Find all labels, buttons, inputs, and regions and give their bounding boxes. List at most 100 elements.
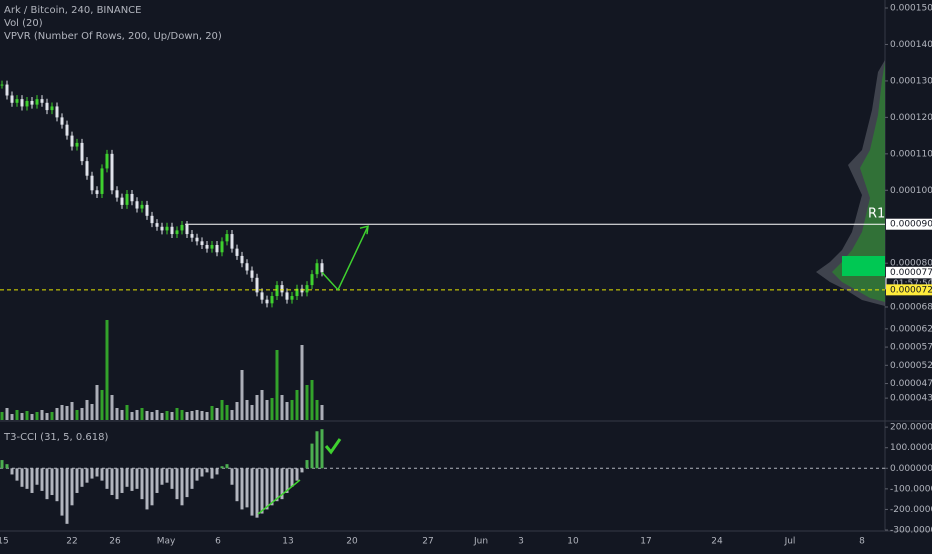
candle-body (275, 285, 279, 297)
y-tick-label: -200.0000000 (890, 505, 932, 515)
cci-bar (140, 468, 144, 500)
volume-bar (235, 402, 239, 420)
volume-bar (105, 320, 109, 420)
volume-bar (30, 414, 34, 420)
cci-bar (5, 464, 9, 469)
cci-bar (220, 466, 224, 469)
cci-bar (75, 468, 79, 493)
volume-bar (20, 413, 24, 420)
candle-body (45, 102, 49, 111)
candle-body (220, 241, 224, 253)
candle-body (155, 223, 159, 227)
candle-body (120, 197, 124, 205)
cci-bar (300, 468, 304, 473)
candle-body (30, 100, 34, 105)
volume-bar (315, 400, 319, 420)
candle-body (55, 106, 59, 118)
cci-bar (70, 468, 74, 506)
volume-bar (15, 410, 19, 420)
volume-bar (50, 412, 54, 420)
x-tick-label: 10 (567, 537, 579, 547)
candle-body (320, 263, 324, 273)
cci-bar (265, 468, 269, 510)
candle-body (105, 153, 109, 169)
cci-bar (15, 468, 19, 481)
cci-bar (40, 468, 44, 491)
x-tick-label: 17 (640, 537, 651, 547)
cci-bar (215, 468, 219, 475)
x-tick-label: 8 (859, 537, 865, 547)
candle-body (230, 234, 234, 249)
candle-body (40, 99, 44, 103)
volume-bar (115, 408, 119, 420)
volume-bar (165, 411, 169, 420)
volume-bar (305, 385, 309, 420)
x-tick-label: 20 (346, 537, 358, 547)
volume-bar (125, 405, 129, 420)
volume-bar (140, 408, 144, 420)
projection-arrow (321, 225, 369, 292)
candle-body (255, 277, 259, 293)
cci-bar (320, 429, 324, 469)
volume-bar (240, 370, 244, 420)
cci-bar (0, 460, 4, 469)
x-tick-label: 22 (66, 537, 77, 547)
volume-profile (816, 60, 885, 306)
price-tag (886, 218, 932, 230)
volume-bar (260, 390, 264, 420)
cci-bar (225, 464, 229, 469)
volume-bar (270, 398, 274, 420)
candle-body (145, 204, 149, 216)
cci-bar (250, 468, 254, 516)
y-tick-label: 0.0000430 (890, 394, 932, 404)
cci-bar (80, 468, 84, 487)
candle-body (65, 124, 69, 136)
volume-bar (160, 413, 164, 420)
volume-bar (0, 412, 4, 420)
cci-bar (100, 468, 104, 481)
vpvr-up (832, 62, 885, 302)
volume-bar (145, 411, 149, 420)
y-tick-label: 0.0000000 (890, 464, 932, 474)
volume-bar (150, 412, 154, 420)
candle-body (130, 193, 134, 202)
candle-body (70, 135, 74, 147)
volume-bar (10, 414, 14, 420)
cci-bar (45, 468, 49, 500)
cci-bar (190, 468, 194, 489)
checkmark (324, 438, 342, 455)
cci-bar (290, 468, 294, 487)
cci-bar (120, 468, 124, 493)
volume-bar (130, 412, 134, 420)
cci-bar (165, 468, 169, 483)
volume-bar (45, 413, 49, 420)
cci-bar (245, 468, 249, 508)
indicator-label: Vol (20) (4, 18, 43, 29)
x-tick-label: 13 (282, 537, 293, 547)
candle-body (315, 263, 319, 275)
divergence-line (257, 479, 301, 515)
candle-body (85, 161, 89, 176)
volume-bar (275, 350, 279, 420)
x-tick-label: Jun (473, 537, 488, 547)
cci-bar (170, 468, 174, 489)
price-tag (886, 284, 932, 296)
candle-body (80, 142, 84, 162)
cci-bar (25, 468, 29, 489)
volume-bar (60, 405, 64, 420)
cci-bar (280, 468, 284, 500)
volume-bar (285, 402, 289, 420)
volume-bar (265, 400, 269, 420)
candle-body (190, 234, 194, 238)
cci-bar (110, 468, 114, 496)
x-tick-label: 27 (422, 537, 433, 547)
cci-bar (315, 431, 319, 469)
volume-bar (35, 412, 39, 420)
cci-bar (85, 468, 89, 483)
volume-bar (280, 395, 284, 420)
volume-bar (290, 400, 294, 420)
candle-body (250, 270, 254, 278)
